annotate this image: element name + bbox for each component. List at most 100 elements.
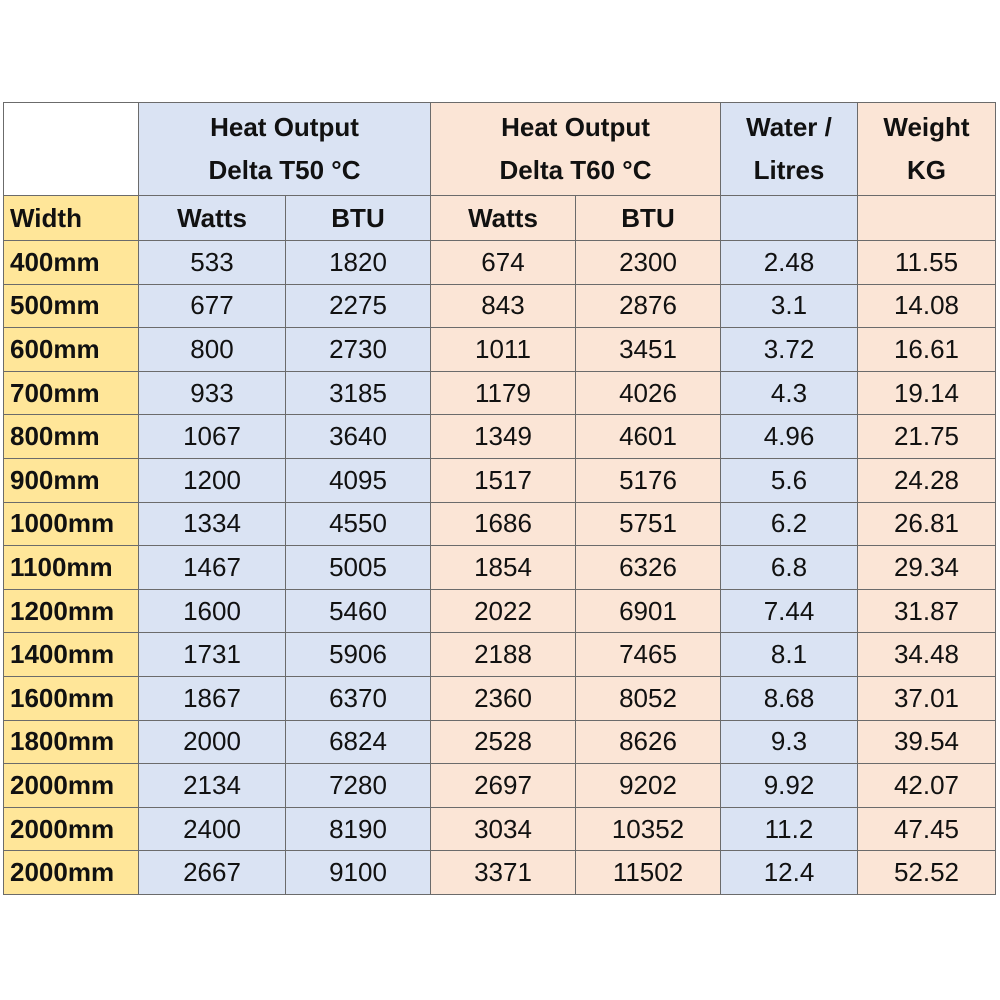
data-cell: 31.87	[857, 588, 996, 634]
data-row: 900mm 1200 4095 1517 5176 5.6 24.28	[3, 457, 996, 503]
data-cell: 2667	[138, 850, 286, 895]
data-cell: 1686	[430, 501, 576, 547]
data-cell: 16.61	[857, 327, 996, 372]
data-cell: 2730	[285, 327, 431, 372]
data-cell: 7465	[575, 632, 721, 677]
data-cell: 2275	[285, 283, 431, 329]
header-line: Weight	[883, 112, 970, 142]
data-cell: 933	[138, 370, 286, 416]
subheader-cell: BTU	[285, 195, 431, 241]
header-line: Water /	[746, 112, 832, 142]
group-header: Heat Output Delta T60 °C	[430, 102, 721, 196]
data-cell: 2400	[138, 806, 286, 852]
data-cell: 8052	[575, 675, 721, 721]
data-cell: 1820	[285, 240, 431, 285]
data-cell: 8626	[575, 719, 721, 765]
data-cell: 6326	[575, 545, 721, 590]
empty-cell	[857, 195, 996, 241]
width-cell: 1400mm	[3, 632, 139, 677]
data-cell: 6824	[285, 719, 431, 765]
data-row: 1000mm 1334 4550 1686 5751 6.2 26.81	[3, 501, 996, 547]
data-cell: 6901	[575, 588, 721, 634]
data-cell: 674	[430, 240, 576, 285]
data-cell: 19.14	[857, 370, 996, 416]
header-row: Heat Output Delta T50 °C Heat Output Delta …	[3, 102, 996, 196]
data-row: 800mm 1067 3640 1349 4601 4.96 21.75	[3, 414, 996, 459]
data-cell: 1011	[430, 327, 576, 372]
width-cell: 1800mm	[3, 719, 139, 765]
width-cell: 900mm	[3, 457, 139, 503]
width-cell: 700mm	[3, 370, 139, 416]
data-row: 600mm 800 2730 1011 3451 3.72 16.61	[3, 327, 996, 372]
subheader-cell: Watts	[138, 195, 286, 241]
data-cell: 1600	[138, 588, 286, 634]
data-cell: 11502	[575, 850, 721, 895]
data-cell: 8.1	[720, 632, 858, 677]
corner-cell	[3, 102, 139, 196]
data-cell: 677	[138, 283, 286, 329]
header-line: Litres	[753, 155, 825, 185]
width-cell: 2000mm	[3, 850, 139, 895]
data-cell: 8.68	[720, 675, 858, 721]
data-cell: 3185	[285, 370, 431, 416]
width-cell: 1000mm	[3, 501, 139, 547]
data-cell: 7.44	[720, 588, 858, 634]
data-cell: 2134	[138, 763, 286, 808]
data-cell: 3.1	[720, 283, 858, 329]
width-cell: 2000mm	[3, 763, 139, 808]
data-cell: 2188	[430, 632, 576, 677]
data-row: 1200mm 1600 5460 2022 6901 7.44 31.87	[3, 588, 996, 634]
data-cell: 26.81	[857, 501, 996, 547]
data-cell: 6.2	[720, 501, 858, 547]
data-cell: 5.6	[720, 457, 858, 503]
data-cell: 1517	[430, 457, 576, 503]
subheader-cell: Width	[3, 195, 139, 241]
data-cell: 1067	[138, 414, 286, 459]
width-cell: 500mm	[3, 283, 139, 329]
width-cell: 400mm	[3, 240, 139, 285]
data-cell: 7280	[285, 763, 431, 808]
data-cell: 42.07	[857, 763, 996, 808]
data-cell: 11.55	[857, 240, 996, 285]
header-line: Heat Output	[210, 112, 359, 142]
data-cell: 5751	[575, 501, 721, 547]
data-cell: 4550	[285, 501, 431, 547]
group-header: Weight KG	[857, 102, 996, 196]
data-cell: 1349	[430, 414, 576, 459]
data-row: 700mm 933 3185 1179 4026 4.3 19.14	[3, 370, 996, 416]
data-row: 2000mm 2400 8190 3034 10352 11.2 47.45	[3, 806, 996, 852]
data-cell: 1200	[138, 457, 286, 503]
data-cell: 5005	[285, 545, 431, 590]
data-cell: 5176	[575, 457, 721, 503]
data-cell: 2876	[575, 283, 721, 329]
data-cell: 5460	[285, 588, 431, 634]
data-cell: 843	[430, 283, 576, 329]
header-line: Delta T60 °C	[499, 155, 652, 185]
data-row: 1800mm 2000 6824 2528 8626 9.3 39.54	[3, 719, 996, 765]
header-line: Delta T50 °C	[208, 155, 361, 185]
data-cell: 2528	[430, 719, 576, 765]
data-cell: 39.54	[857, 719, 996, 765]
data-cell: 800	[138, 327, 286, 372]
data-cell: 21.75	[857, 414, 996, 459]
subheader-cell: BTU	[575, 195, 721, 241]
data-cell: 29.34	[857, 545, 996, 590]
data-cell: 1867	[138, 675, 286, 721]
header-line: Heat Output	[501, 112, 650, 142]
data-cell: 2300	[575, 240, 721, 285]
data-row: 400mm 533 1820 674 2300 2.48 11.55	[3, 240, 996, 285]
data-cell: 5906	[285, 632, 431, 677]
data-cell: 1854	[430, 545, 576, 590]
data-cell: 24.28	[857, 457, 996, 503]
data-cell: 12.4	[720, 850, 858, 895]
data-cell: 4095	[285, 457, 431, 503]
data-cell: 47.45	[857, 806, 996, 852]
data-cell: 9.3	[720, 719, 858, 765]
data-cell: 6370	[285, 675, 431, 721]
width-cell: 600mm	[3, 327, 139, 372]
data-cell: 4601	[575, 414, 721, 459]
data-cell: 3451	[575, 327, 721, 372]
data-cell: 10352	[575, 806, 721, 852]
data-cell: 34.48	[857, 632, 996, 677]
